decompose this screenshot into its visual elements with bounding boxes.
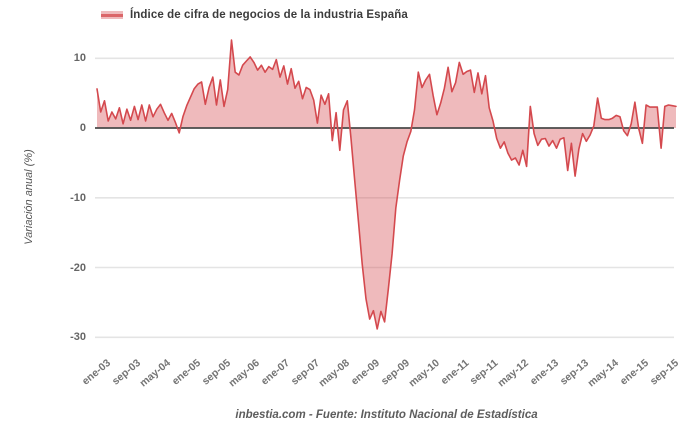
y-tick-label: 0 — [79, 122, 86, 134]
legend-area-swatch-icon — [101, 11, 123, 19]
series-line — [96, 39, 677, 330]
y-tick-label: 10 — [73, 52, 86, 64]
legend-item[interactable]: Índice de cifra de negocios de la indust… — [101, 9, 408, 21]
y-tick-label: -30 — [70, 331, 86, 343]
legend-line-icon — [101, 13, 123, 17]
y-tick-label: -20 — [70, 262, 86, 274]
y-tick-label: -10 — [70, 192, 86, 204]
legend-label: Índice de cifra de negocios de la indust… — [130, 9, 408, 21]
source-caption: inbestia.com - Fuente: Instituto Naciona… — [235, 409, 538, 421]
area-fill — [97, 40, 676, 329]
